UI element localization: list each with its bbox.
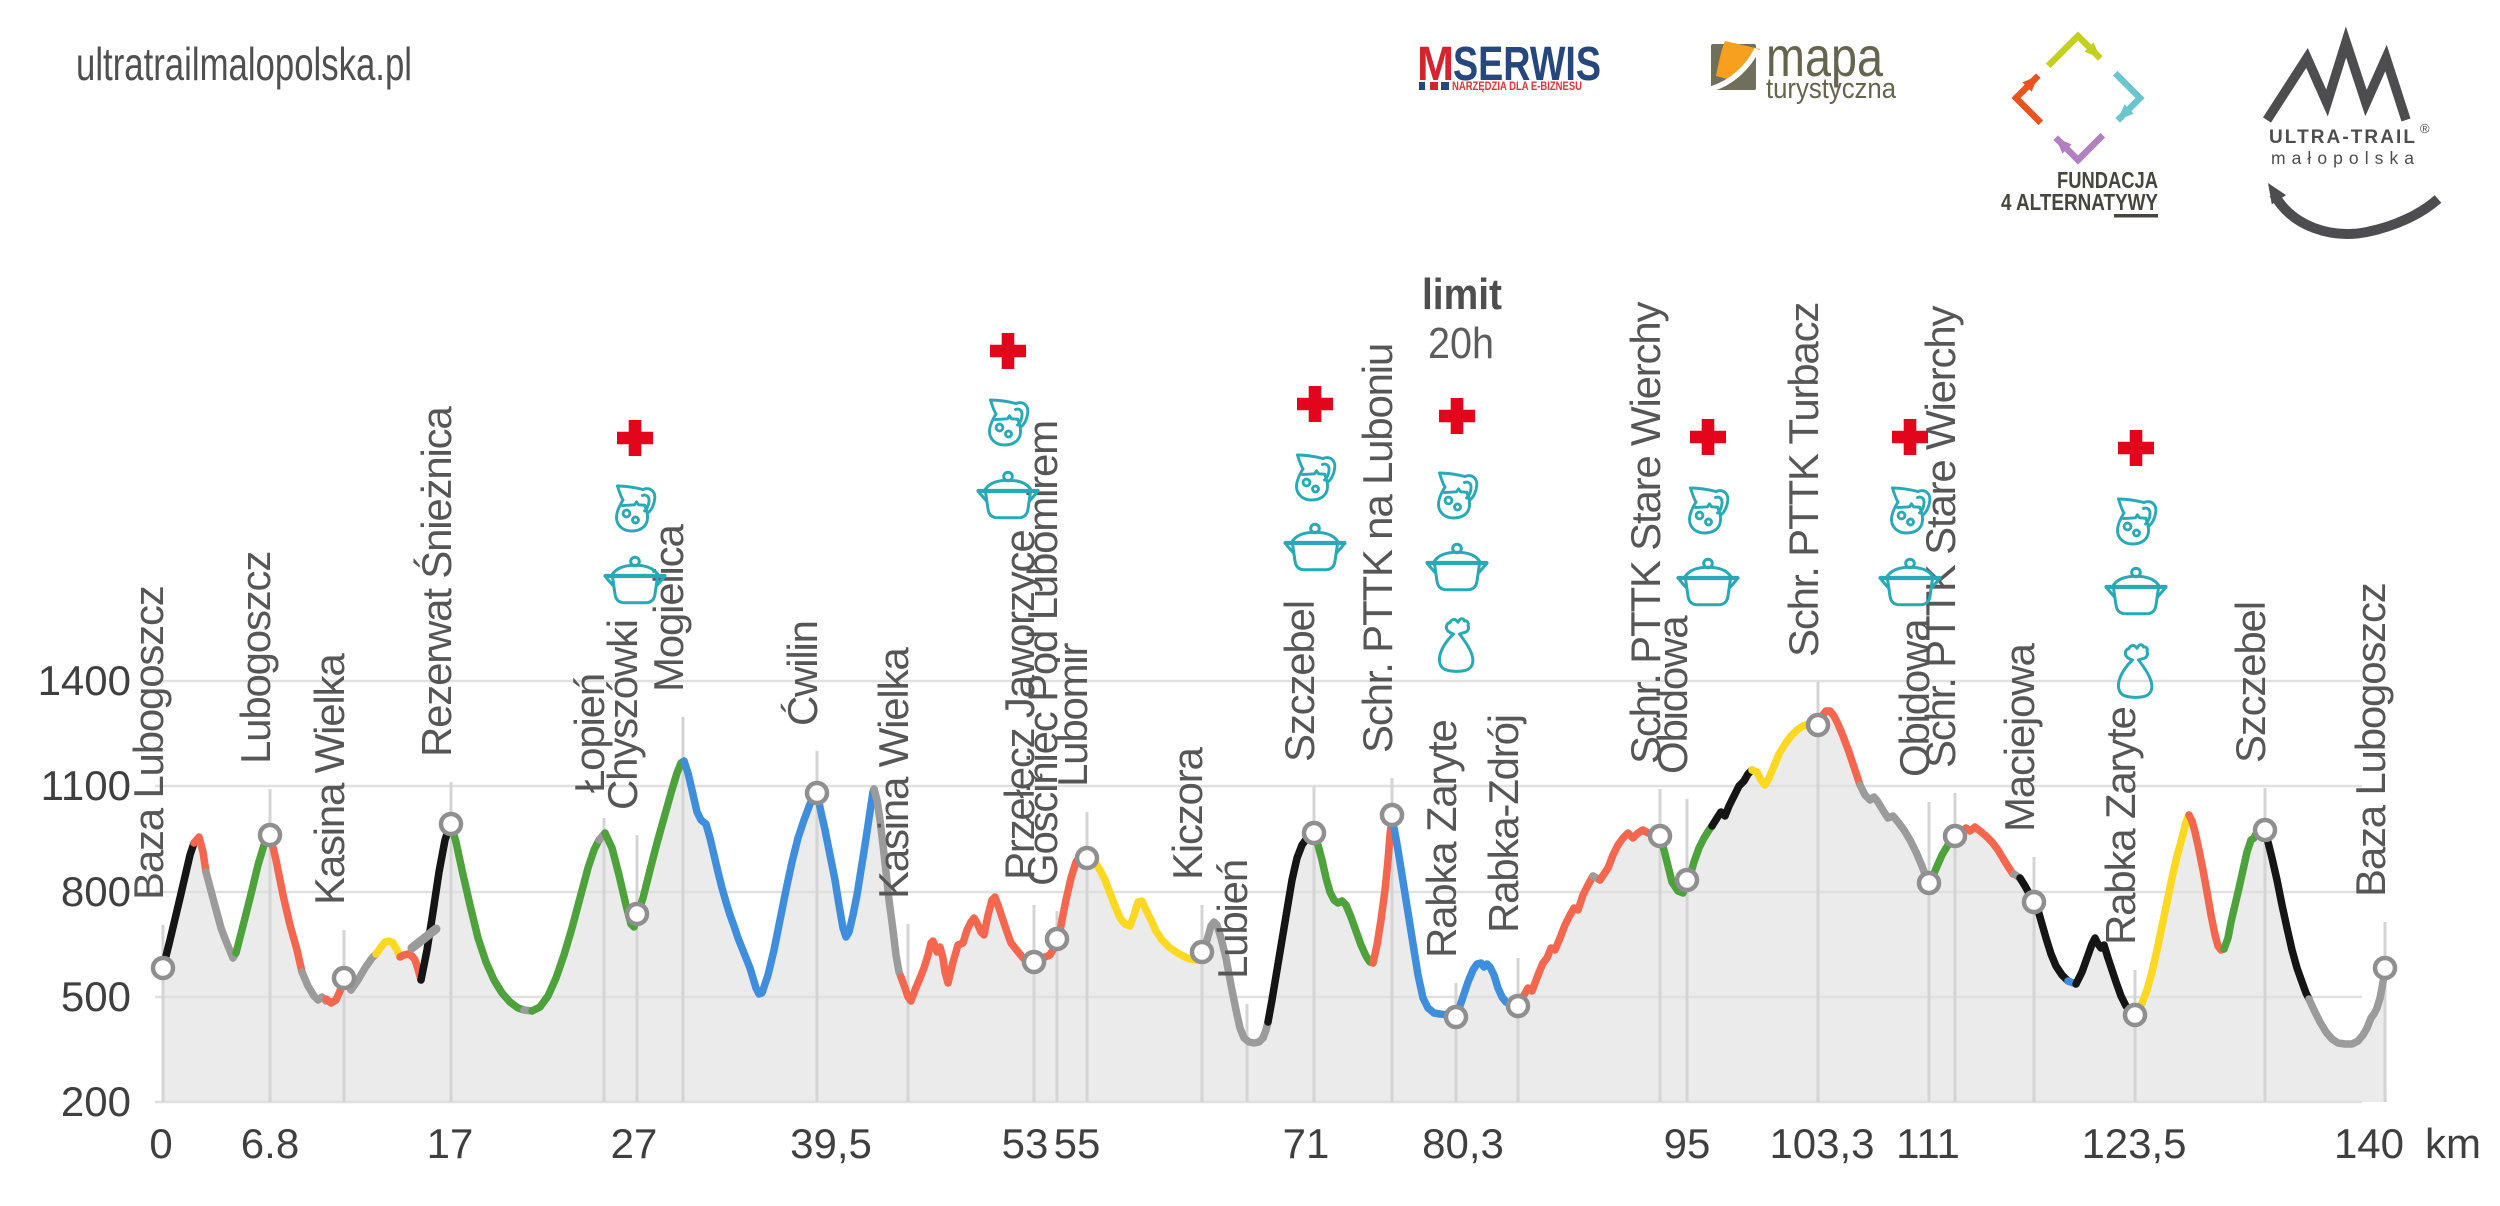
svg-text:20h: 20h: [1428, 319, 1494, 368]
svg-text:NARZĘDZIA DLA E-BIZNESU: NARZĘDZIA DLA E-BIZNESU: [1452, 81, 1582, 93]
svg-text:Rabka Zaryte: Rabka Zaryte: [1418, 720, 1465, 958]
svg-text:Ćwilin: Ćwilin: [779, 621, 826, 726]
svg-text:80,3: 80,3: [1422, 1120, 1504, 1167]
svg-text:Obidowa: Obidowa: [1891, 618, 1938, 777]
svg-text:Przełęcz Jaworzyce: Przełęcz Jaworzyce: [996, 530, 1043, 880]
svg-text:53: 53: [1002, 1120, 1049, 1167]
svg-text:17: 17: [427, 1120, 474, 1167]
svg-text:103,3: 103,3: [1769, 1120, 1874, 1167]
svg-text:500: 500: [61, 973, 131, 1020]
svg-text:Schr. PTTK Stare Wierchy: Schr. PTTK Stare Wierchy: [1622, 301, 1669, 764]
svg-text:1400: 1400: [38, 657, 131, 704]
svg-text:małopolska: małopolska: [2271, 148, 2414, 168]
svg-text:®: ®: [2420, 121, 2430, 136]
svg-text:Łopień: Łopień: [566, 674, 613, 793]
svg-text:71: 71: [1283, 1120, 1330, 1167]
svg-text:Kiczora: Kiczora: [1164, 747, 1211, 880]
svg-text:95: 95: [1664, 1120, 1711, 1167]
svg-text:Lubień: Lubień: [1209, 860, 1256, 979]
svg-text:123,5: 123,5: [2081, 1120, 2186, 1167]
svg-text:mapa: mapa: [1766, 25, 1884, 88]
svg-text:Schr. PTTK Stare Wierchy: Schr. PTTK Stare Wierchy: [1917, 305, 1964, 768]
svg-text:Szczebel: Szczebel: [2227, 602, 2274, 763]
svg-text:FUNDACJA: FUNDACJA: [2057, 167, 2158, 193]
svg-text:27: 27: [611, 1120, 658, 1167]
svg-text:limit: limit: [1422, 270, 1502, 319]
svg-text:200: 200: [61, 1078, 131, 1125]
svg-text:Obidowa: Obidowa: [1649, 615, 1696, 774]
svg-text:111: 111: [1896, 1120, 1960, 1167]
svg-text:Maciejowa: Maciejowa: [1996, 643, 2043, 832]
svg-text:Lubogoszcz: Lubogoszcz: [232, 552, 279, 764]
svg-text:Rezerwat Śnieżnica: Rezerwat Śnieżnica: [412, 406, 460, 757]
svg-text:Schr. PTTK na Luboniu: Schr. PTTK na Luboniu: [1354, 344, 1401, 753]
svg-text:6.8: 6.8: [241, 1120, 299, 1167]
svg-text:Lubomir: Lubomir: [1049, 642, 1096, 787]
svg-text:140: 140: [2334, 1120, 2404, 1167]
svg-text:turystyczna: turystyczna: [1766, 73, 1897, 105]
svg-text:ultratrailmalopolska.pl: ultratrailmalopolska.pl: [76, 38, 412, 90]
svg-text:Kasina Wielka: Kasina Wielka: [306, 653, 353, 905]
svg-text:Mogielica: Mogielica: [645, 524, 692, 692]
svg-text:Rabka Zaryte: Rabka Zaryte: [2097, 707, 2144, 945]
svg-text:ULTRA-TRAIL: ULTRA-TRAIL: [2269, 127, 2415, 148]
svg-text:39,5: 39,5: [790, 1120, 872, 1167]
svg-text:Baza Lubogoszcz: Baza Lubogoszcz: [125, 586, 172, 900]
svg-text:800: 800: [61, 868, 131, 915]
svg-text:Rabka-Zdrój: Rabka-Zdrój: [1480, 715, 1527, 933]
svg-text:55: 55: [1054, 1120, 1101, 1167]
svg-text:Gościniec Pod Lubomirem: Gościniec Pod Lubomirem: [1019, 421, 1066, 886]
svg-text:Baza Lubogoszcz: Baza Lubogoszcz: [2347, 583, 2394, 897]
svg-text:1100: 1100: [41, 762, 131, 809]
svg-text:Schr. PTTK Turbacz: Schr. PTTK Turbacz: [1780, 303, 1827, 657]
svg-text:Szczebel: Szczebel: [1276, 601, 1323, 762]
svg-text:0: 0: [149, 1120, 172, 1167]
svg-text:SERWIS: SERWIS: [1453, 38, 1601, 91]
svg-text:Chyszówki: Chyszówki: [599, 620, 646, 810]
svg-text:km: km: [2425, 1120, 2481, 1167]
svg-text:4 ALTERNATYWY: 4 ALTERNATYWY: [2001, 189, 2158, 215]
svg-text:Kasina Wielka: Kasina Wielka: [870, 647, 917, 899]
